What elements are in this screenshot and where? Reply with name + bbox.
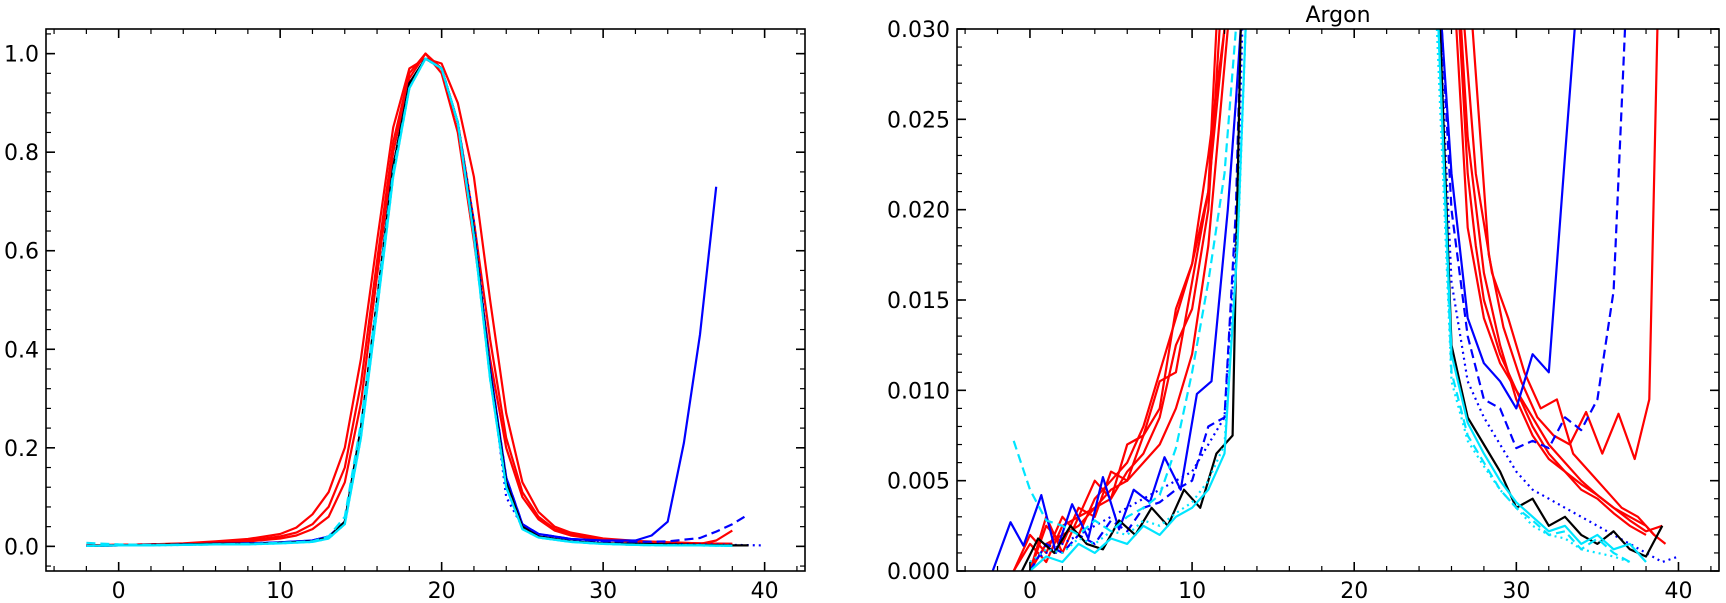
series-line-18 xyxy=(1440,29,1627,450)
series-group xyxy=(991,29,1679,571)
y-tick-label: 0.025 xyxy=(887,108,950,133)
series-line-16 xyxy=(1471,29,1659,461)
y-tick-label: 0.4 xyxy=(4,338,39,363)
series-line-2 xyxy=(86,52,733,547)
y-tick-label: 0.030 xyxy=(887,18,950,43)
series-line-9 xyxy=(1029,29,1247,571)
series-line-0 xyxy=(86,52,733,547)
series-line-4 xyxy=(1029,29,1229,571)
chart-title: Argon xyxy=(1305,3,1370,28)
y-tick-label: 0.020 xyxy=(887,199,950,224)
y-tick-label: 0.6 xyxy=(4,240,39,265)
y-tick-label: 0.010 xyxy=(887,379,950,404)
series-line-1 xyxy=(86,57,733,547)
series-group xyxy=(86,52,765,547)
y-tick-label: 0.005 xyxy=(887,470,950,495)
series-line-10 xyxy=(1012,29,1237,537)
series-line-8 xyxy=(86,57,733,547)
axes-frame xyxy=(45,28,806,572)
series-line-19 xyxy=(1439,29,1679,564)
series-line-7 xyxy=(86,57,733,547)
x-tick-label: 40 xyxy=(751,579,779,603)
y-tick-label: 0.015 xyxy=(887,289,950,314)
series-line-14 xyxy=(1455,29,1655,536)
series-line-3 xyxy=(1028,29,1221,571)
y-tick-label: 0.2 xyxy=(4,437,39,462)
series-line-13 xyxy=(1460,29,1647,536)
series-line-7 xyxy=(1029,29,1244,563)
series-line-12 xyxy=(1458,29,1663,533)
x-tick-label: 10 xyxy=(266,579,294,603)
y-tick-label: 0.0 xyxy=(4,535,39,560)
series-line-21 xyxy=(1437,29,1647,563)
series-line-5 xyxy=(86,57,765,547)
chart-left-normalized-profiles: 0 10 20 30 40 0.0 0.2 0.4 0.6 0.8 1.0 xyxy=(4,28,806,603)
series-line-17 xyxy=(1440,29,1576,410)
x-tick-label: 20 xyxy=(428,579,456,603)
x-tick-label: 40 xyxy=(1664,579,1692,603)
series-line-2 xyxy=(1012,29,1226,571)
x-tick-label: 30 xyxy=(589,579,617,603)
x-tick-label: 10 xyxy=(1178,579,1206,603)
series-line-4 xyxy=(86,57,750,547)
series-line-20 xyxy=(1439,29,1664,558)
y-tick-label: 0.000 xyxy=(887,560,950,585)
y-tick-label: 0.8 xyxy=(4,141,39,166)
series-line-9 xyxy=(86,57,733,547)
x-tick-label: 0 xyxy=(1023,579,1037,603)
series-line-5 xyxy=(991,29,1242,571)
x-tick-label: 20 xyxy=(1340,579,1368,603)
series-line-22 xyxy=(1437,29,1631,563)
x-tick-label: 0 xyxy=(112,579,126,603)
x-tick-label: 30 xyxy=(1502,579,1530,603)
y-tick-label: 1.0 xyxy=(4,43,39,68)
series-line-23 xyxy=(1435,29,1631,564)
chart-right-argon-zoom: 0 10 20 30 40 0.000 0.005 0.010 0.015 0.020 0.025 0… xyxy=(887,3,1720,603)
series-line-6 xyxy=(86,57,749,547)
